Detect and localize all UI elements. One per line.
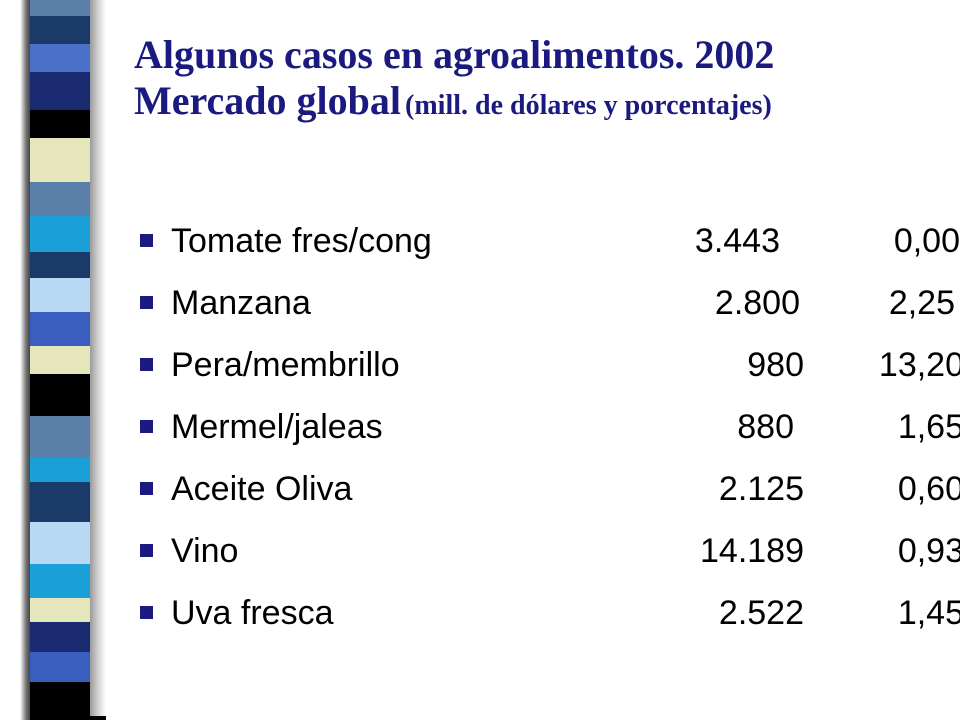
percentage: 13,20 (878, 346, 960, 384)
percentage: 1,45 (897, 594, 960, 632)
title-line-1: Algunos casos en agroalimentos. 2002 (134, 32, 775, 77)
square-bullet-icon (140, 296, 153, 309)
percentage: 2,25 (888, 284, 955, 322)
square-bullet-icon (140, 606, 153, 619)
percentage: 0,00 (893, 222, 960, 260)
product-name: Vino (171, 532, 239, 570)
market-value: 2.522 (718, 594, 804, 632)
list-item: Pera/membrillo 980 13,20 (140, 342, 960, 404)
market-value: 14.189 (700, 532, 804, 570)
market-value: 2.800 (714, 284, 800, 322)
square-bullet-icon (140, 358, 153, 371)
title-line-2: Mercado global (134, 78, 402, 123)
percentage: 1,65 (897, 408, 960, 446)
product-name: Uva fresca (171, 594, 334, 632)
market-value: 3.443 (694, 222, 780, 260)
square-bullet-icon (140, 234, 153, 247)
list-item: Vino 14.189 0,93 (140, 528, 960, 590)
percentage: 0,60 (897, 470, 960, 508)
list-item: Uva fresca 2.522 1,45 (140, 590, 960, 652)
product-name: Aceite Oliva (171, 470, 353, 508)
product-name: Mermel/jaleas (171, 408, 383, 446)
list-item: Aceite Oliva 2.125 0,60 (140, 466, 960, 528)
market-value: 2.125 (718, 470, 804, 508)
title-units: (mill. de dólares y porcentajes) (405, 90, 772, 121)
percentage: 0,93 (897, 532, 960, 570)
slide-title: Algunos casos en agroalimentos. 2002 Mer… (134, 32, 934, 124)
product-name: Pera/membrillo (171, 346, 400, 384)
product-name: Manzana (171, 284, 311, 322)
market-value: 980 (747, 346, 804, 384)
square-bullet-icon (140, 544, 153, 557)
list-item: Manzana 2.800 2,25 (140, 280, 955, 342)
product-list: Tomate fres/cong 3.443 0,00 Manzana 2.80… (140, 218, 960, 652)
strip-shadow (90, 0, 106, 720)
product-name: Tomate fres/cong (171, 222, 432, 260)
square-bullet-icon (140, 420, 153, 433)
decorative-strip-blocks (30, 0, 90, 720)
market-value: 880 (737, 408, 794, 446)
square-bullet-icon (140, 482, 153, 495)
list-item: Tomate fres/cong 3.443 0,00 (140, 218, 960, 280)
bottom-mark (80, 716, 106, 720)
list-item: Mermel/jaleas 880 1,65 (140, 404, 960, 466)
